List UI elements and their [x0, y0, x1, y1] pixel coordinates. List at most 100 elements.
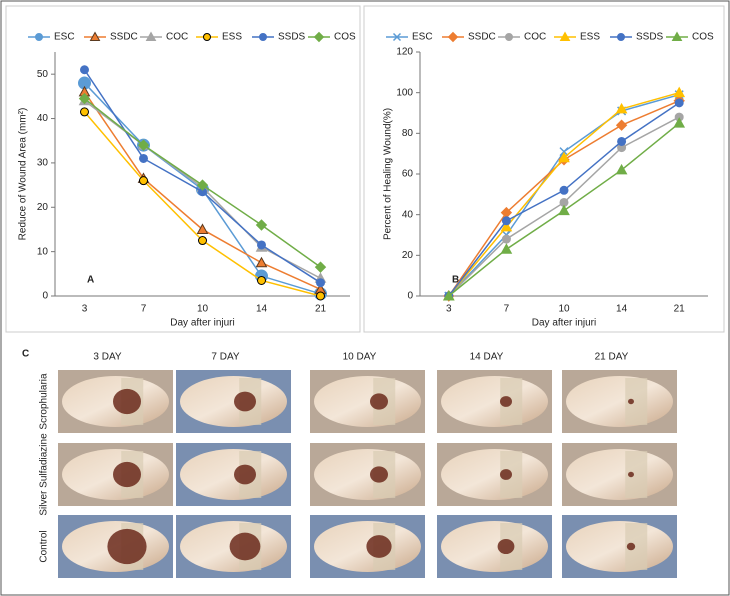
- marker: [501, 234, 511, 244]
- marker: [674, 98, 684, 108]
- marker: [558, 151, 570, 163]
- wound: [497, 538, 515, 555]
- wound: [628, 398, 634, 405]
- x-tick-label: 7: [504, 304, 510, 315]
- legend-marker: [259, 33, 267, 41]
- x-tick-label: 3: [82, 304, 88, 315]
- marker: [316, 291, 325, 301]
- y-axis-title: Reduce of Wound Area (mm²): [18, 108, 29, 241]
- marker: [137, 139, 150, 151]
- panel-label: C: [22, 349, 29, 360]
- legend-label: ESS: [580, 32, 600, 43]
- panel-label: A: [87, 275, 94, 286]
- wound: [107, 528, 147, 565]
- y-tick-label: 0: [407, 291, 413, 302]
- column-label: 10 DAY: [343, 352, 377, 363]
- y-tick-label: 30: [37, 158, 49, 169]
- marker: [257, 240, 266, 250]
- rat-body: [566, 521, 673, 572]
- marker: [615, 163, 628, 175]
- marker: [80, 107, 89, 117]
- marker: [316, 278, 325, 288]
- legend-label: SSDC: [110, 32, 138, 43]
- legend-label: SSDC: [468, 32, 496, 43]
- panel-b-border: [363, 5, 725, 333]
- rat-body: [566, 449, 673, 500]
- x-tick-label: 21: [315, 304, 327, 315]
- row-label: Scrophularia: [39, 373, 50, 430]
- marker: [559, 147, 569, 157]
- marker: [673, 86, 686, 98]
- row-label: Silver Sulfadiazine: [39, 433, 50, 516]
- wound: [234, 464, 256, 485]
- row-label: Control: [39, 530, 50, 562]
- marker: [615, 119, 628, 131]
- y-tick-label: 60: [402, 169, 414, 180]
- legend-label: ESC: [412, 32, 433, 43]
- rat-body: [180, 449, 287, 500]
- y-tick-label: 40: [402, 209, 414, 220]
- marker: [196, 179, 209, 191]
- legend-label: COC: [166, 32, 188, 43]
- x-tick-label: 7: [141, 304, 147, 315]
- marker: [617, 136, 627, 146]
- marker: [615, 102, 628, 114]
- legend-marker: [392, 32, 402, 42]
- legend-marker: [447, 31, 459, 43]
- y-tick-label: 100: [396, 87, 413, 98]
- wound: [370, 466, 388, 483]
- marker: [255, 219, 268, 231]
- legend-marker: [617, 33, 625, 41]
- wound: [628, 471, 634, 478]
- legend-label: COC: [524, 32, 546, 43]
- marker: [558, 204, 570, 216]
- photo-panel: C 3 DAY 7 DAY 10 DAY 14 DAY 21 DAY Scrophulari…: [22, 349, 677, 578]
- legend-marker: [559, 31, 571, 41]
- legend-marker: [89, 31, 101, 41]
- rat-body: [566, 376, 673, 427]
- marker: [257, 275, 266, 285]
- y-tick-label: 20: [402, 250, 414, 261]
- panel-a-border: [5, 5, 361, 333]
- rat-body: [180, 376, 287, 427]
- x-tick-label: 14: [256, 304, 268, 315]
- rat-body: [441, 376, 548, 427]
- y-tick-label: 20: [37, 202, 49, 213]
- series-line: [448, 93, 680, 297]
- x-tick-label: 3: [446, 304, 452, 315]
- y-tick-label: 120: [396, 47, 413, 58]
- y-tick-label: 80: [402, 128, 414, 139]
- marker: [139, 153, 148, 163]
- legend-marker: [203, 33, 211, 41]
- ruler: [625, 523, 648, 570]
- rat-body: [314, 376, 421, 427]
- marker: [78, 92, 91, 105]
- legend-label: SSDS: [278, 32, 306, 43]
- rat-body: [314, 449, 421, 500]
- marker: [559, 185, 569, 195]
- wound: [500, 469, 512, 480]
- wound: [500, 396, 512, 407]
- x-tick-label: 10: [197, 304, 209, 315]
- x-tick-label: 10: [558, 304, 570, 315]
- wound: [113, 461, 141, 488]
- marker: [314, 261, 327, 273]
- series-line: [83, 111, 321, 297]
- legend-label: COS: [334, 32, 356, 43]
- legend-label: ESS: [222, 32, 242, 43]
- y-tick-label: 10: [37, 246, 49, 257]
- legend-marker: [145, 31, 157, 41]
- y-tick-label: 50: [37, 69, 49, 80]
- x-tick-label: 21: [674, 304, 686, 315]
- panel-label: B: [452, 275, 459, 286]
- ruler: [625, 451, 648, 498]
- marker: [196, 223, 209, 234]
- column-label: 21 DAY: [595, 352, 629, 363]
- legend-marker: [505, 33, 513, 41]
- legend-label: ESC: [54, 32, 75, 43]
- marker: [500, 220, 513, 232]
- legend-marker: [671, 31, 683, 41]
